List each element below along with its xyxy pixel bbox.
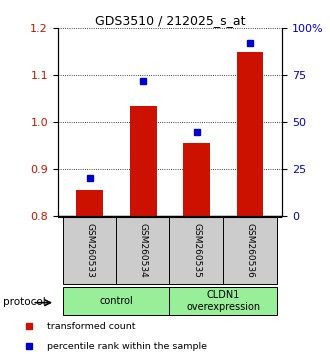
- Bar: [223, 217, 277, 284]
- Bar: [63, 217, 117, 284]
- Bar: [63, 287, 170, 315]
- Text: protocol: protocol: [3, 297, 46, 307]
- Text: control: control: [100, 296, 133, 306]
- Title: GDS3510 / 212025_s_at: GDS3510 / 212025_s_at: [95, 14, 245, 27]
- Bar: [237, 52, 263, 216]
- Text: GSM260536: GSM260536: [246, 223, 254, 278]
- Text: transformed count: transformed count: [47, 322, 135, 331]
- Bar: [130, 106, 157, 216]
- Bar: [183, 143, 210, 216]
- Text: GSM260533: GSM260533: [85, 223, 94, 278]
- Bar: [170, 217, 224, 284]
- Text: CLDN1
overexpression: CLDN1 overexpression: [186, 290, 260, 312]
- Text: GSM260534: GSM260534: [139, 223, 148, 278]
- Bar: [116, 217, 170, 284]
- Bar: [170, 287, 277, 315]
- Bar: [77, 190, 103, 216]
- Text: GSM260535: GSM260535: [192, 223, 201, 278]
- Text: percentile rank within the sample: percentile rank within the sample: [47, 342, 207, 351]
